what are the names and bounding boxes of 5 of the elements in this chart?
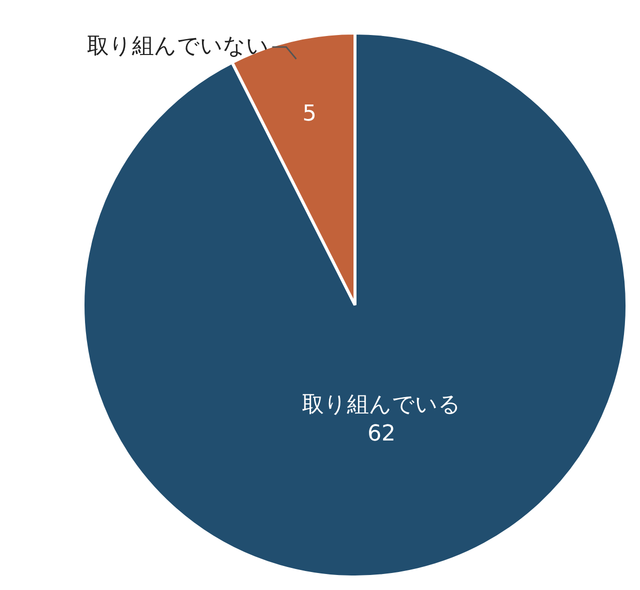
pie-slice [82,32,628,578]
data-label: 62 [368,421,396,446]
slice-label: 取り組んでいる [302,392,462,418]
data-label: 5 [302,102,317,127]
slice-label: 取り組んでいない [87,34,270,59]
